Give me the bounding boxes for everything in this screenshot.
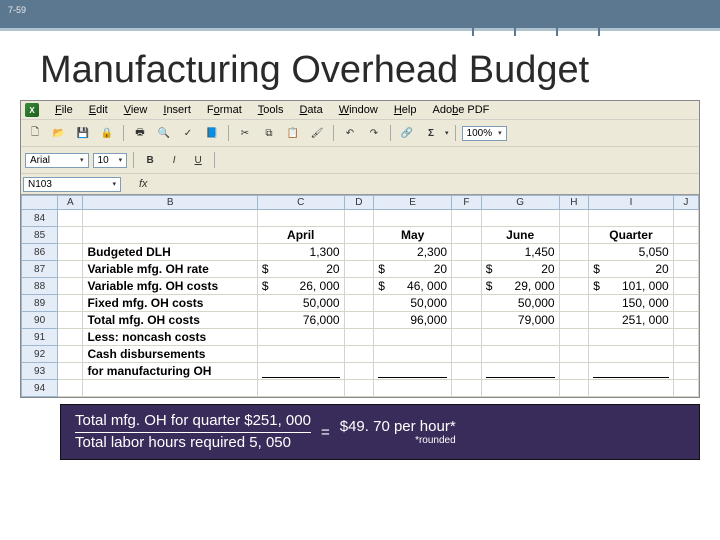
slide-header: 7-59 xyxy=(0,0,720,31)
formula-callout: Total mfg. OH for quarter $251, 000 Tota… xyxy=(60,404,700,460)
menu-window[interactable]: Window xyxy=(339,104,378,116)
menu-format[interactable]: Format xyxy=(207,104,242,116)
underline-button[interactable]: U xyxy=(188,150,208,170)
fraction: Total mfg. OH for quarter $251, 000 Tota… xyxy=(75,413,311,451)
perm-icon[interactable]: 🔒 xyxy=(97,123,117,143)
header-decor xyxy=(472,18,600,36)
zoom-value: 100% xyxy=(467,128,493,139)
preview-icon[interactable]: 🔍 xyxy=(154,123,174,143)
slide-number: 7-59 xyxy=(0,1,34,19)
copy-icon[interactable]: ⧉ xyxy=(259,123,279,143)
italic-button[interactable]: I xyxy=(164,150,184,170)
fx-icon[interactable]: fx xyxy=(139,178,148,190)
redo-icon[interactable]: ↷ xyxy=(364,123,384,143)
namebox-value: N103 xyxy=(28,179,52,190)
font-name-select[interactable]: Arial ▾ xyxy=(25,153,89,168)
menu-view[interactable]: View xyxy=(124,104,148,116)
chevron-down-icon: ▾ xyxy=(119,156,123,164)
save-icon[interactable]: 💾 xyxy=(73,123,93,143)
toolbar-standard: 🗋 📂 💾 🔒 🖶 🔍 ✓ 📘 ✂ ⧉ 📋 🖌 ↶ ↷ 🔗 Σ ▾ 100% ▾ xyxy=(21,120,699,147)
autosum-icon[interactable]: Σ xyxy=(421,123,441,143)
print-icon[interactable]: 🖶 xyxy=(130,123,150,143)
chevron-down-icon: ▾ xyxy=(80,156,84,164)
menu-insert[interactable]: Insert xyxy=(163,104,191,116)
fraction-top: Total mfg. OH for quarter $251, 000 xyxy=(75,413,311,433)
excel-window: X File Edit View Insert Format Tools Dat… xyxy=(20,100,700,398)
font-size-select[interactable]: 10 ▾ xyxy=(93,153,128,168)
spreadsheet[interactable]: ABCDEFGHIJ 8485AprilMayJuneQuarter86Budg… xyxy=(21,195,699,397)
menu-tools[interactable]: Tools xyxy=(258,104,284,116)
menu-adobe[interactable]: Adobe PDF xyxy=(432,104,489,116)
open-icon[interactable]: 📂 xyxy=(49,123,69,143)
column-headers: ABCDEFGHIJ xyxy=(22,196,699,210)
font-size: 10 xyxy=(98,155,109,166)
slide-title: Manufacturing Overhead Budget xyxy=(40,49,720,92)
spell-icon[interactable]: ✓ xyxy=(178,123,198,143)
formula-bar: N103 ▾ fx xyxy=(21,174,699,195)
paste-icon[interactable]: 📋 xyxy=(283,123,303,143)
menubar: X File Edit View Insert Format Tools Dat… xyxy=(21,101,699,120)
font-name: Arial xyxy=(30,155,50,166)
link-icon[interactable]: 🔗 xyxy=(397,123,417,143)
menu-data[interactable]: Data xyxy=(299,104,322,116)
equals: = xyxy=(321,424,330,441)
result: $49. 70 per hour* xyxy=(340,418,456,435)
menu-help[interactable]: Help xyxy=(394,104,417,116)
cut-icon[interactable]: ✂ xyxy=(235,123,255,143)
rounded-note: *rounded xyxy=(342,435,456,446)
autosum-dd-icon[interactable]: ▾ xyxy=(445,129,449,137)
research-icon[interactable]: 📘 xyxy=(202,123,222,143)
menu-edit[interactable]: Edit xyxy=(89,104,108,116)
excel-icon: X xyxy=(25,103,39,117)
new-icon[interactable]: 🗋 xyxy=(25,123,45,143)
fmt-painter-icon[interactable]: 🖌 xyxy=(307,123,327,143)
undo-icon[interactable]: ↶ xyxy=(340,123,360,143)
toolbar-format: Arial ▾ 10 ▾ B I U xyxy=(21,147,699,174)
zoom-select[interactable]: 100% ▾ xyxy=(462,126,507,141)
fraction-bottom: Total labor hours required 5, 050 xyxy=(75,433,311,452)
chevron-down-icon: ▾ xyxy=(112,180,116,188)
menu-file[interactable]: File xyxy=(55,104,73,116)
chevron-down-icon: ▾ xyxy=(498,129,502,137)
bold-button[interactable]: B xyxy=(140,150,160,170)
name-box[interactable]: N103 ▾ xyxy=(23,177,121,192)
